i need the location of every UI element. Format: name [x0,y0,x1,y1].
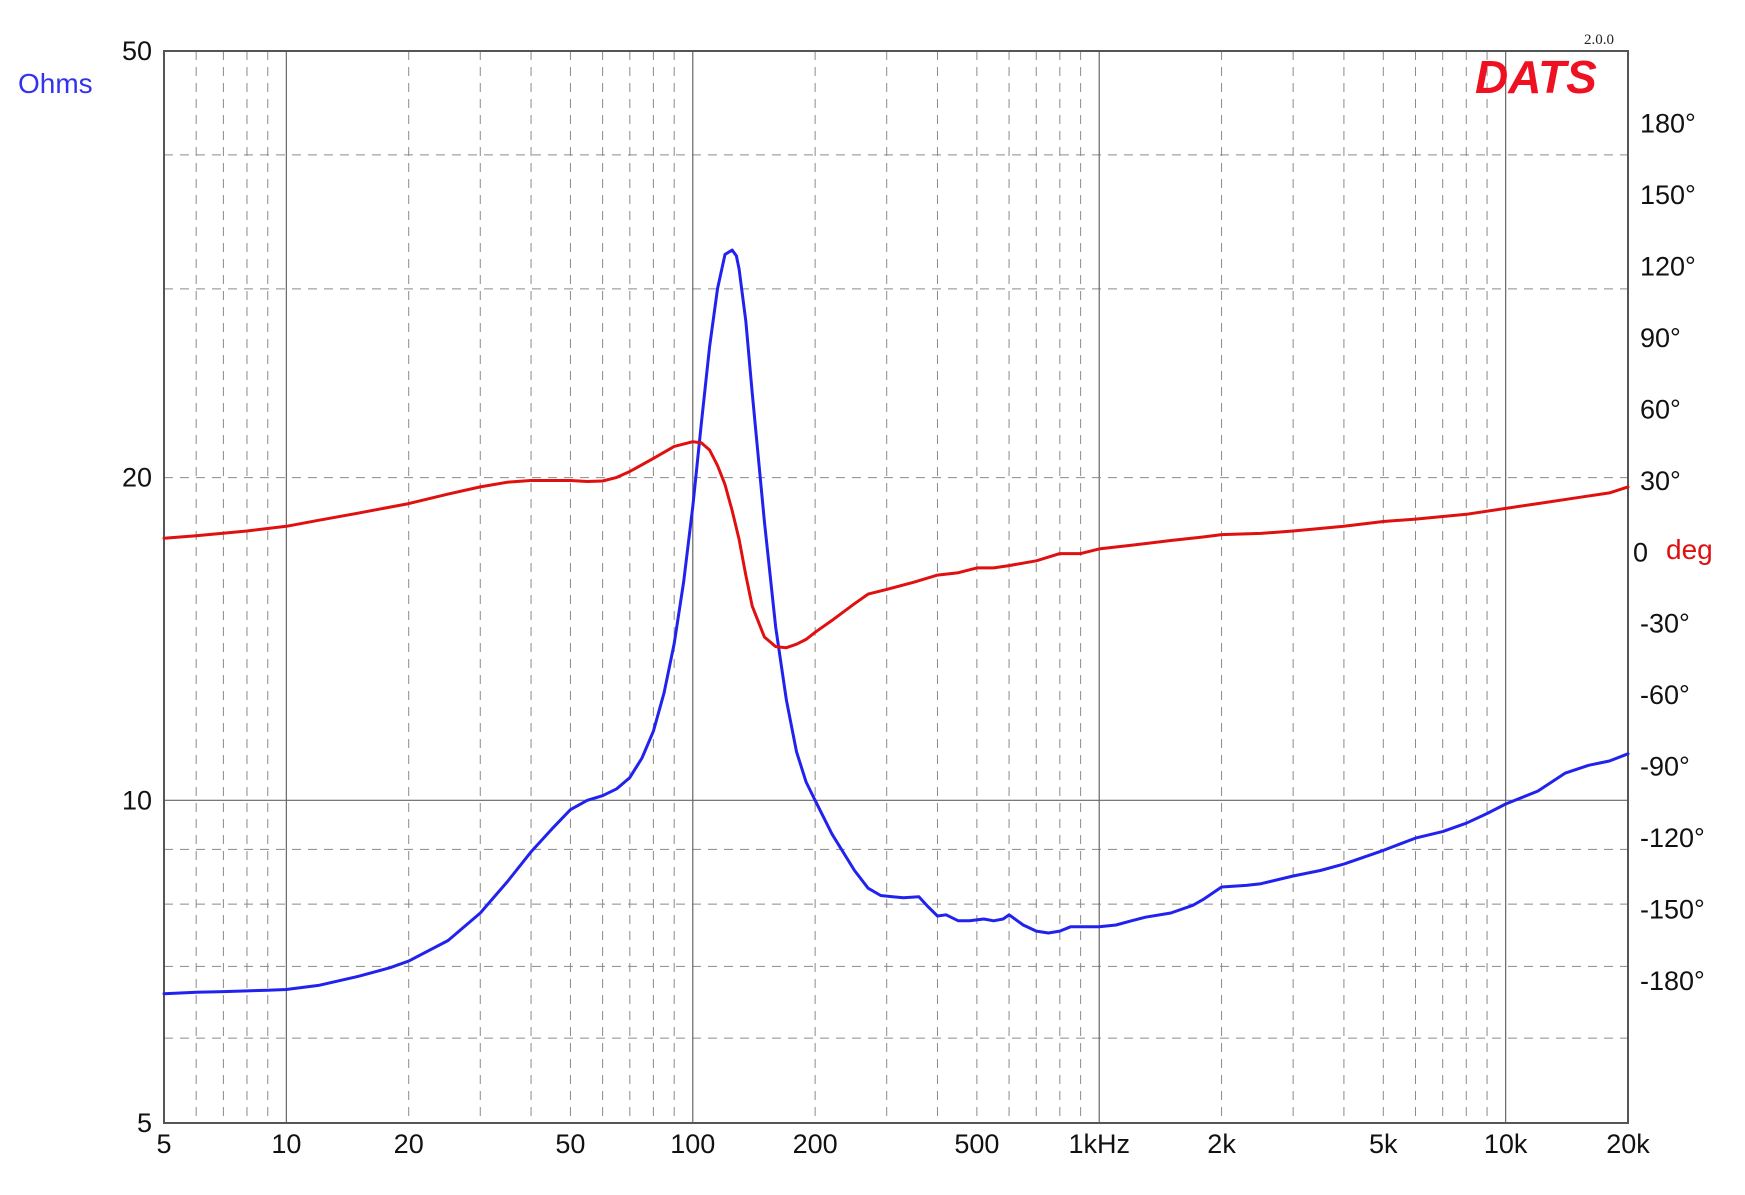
left-tick-label: 20 [122,463,152,493]
right-tick-label: 90° [1640,323,1681,353]
right-tick-label: 30° [1640,466,1681,496]
major-gridlines [164,51,1628,1123]
left-axis-tick-labels: 50 20 10 5 [122,36,152,1138]
right-axis-title: deg [1666,534,1713,565]
impedance-series-line [162,248,1630,996]
left-axis-title: Ohms [18,68,93,99]
bottom-tick-label: 500 [954,1129,999,1159]
bottom-tick-label: 1kHz [1068,1129,1130,1159]
right-tick-label: -60° [1640,680,1690,710]
dats-logo-text: DATS [1475,51,1597,103]
bottom-tick-label: 5 [156,1129,171,1159]
series-layer [162,248,1630,996]
left-tick-label: 10 [122,785,152,815]
bottom-tick-label: 50 [555,1129,585,1159]
bottom-tick-label: 10 [271,1129,301,1159]
plot-frame [163,50,1629,1124]
right-tick-label: 150° [1640,180,1696,210]
right-tick-label: -90° [1640,752,1690,782]
bottom-tick-label: 20k [1606,1129,1650,1159]
right-tick-label: -120° [1640,823,1705,853]
bottom-tick-label: 100 [670,1129,715,1159]
bottom-axis-tick-labels: 5 10 20 50 100 200 500 1kHz 2k 5k 10k 20k [156,1129,1650,1159]
right-axis-tick-labels: 180° 150° 120° 90° 60° 30° 0 -30° -60° -90° -120° -… [1633,108,1705,996]
right-tick-label: 120° [1640,251,1696,281]
minor-gridlines [164,51,1628,1123]
right-tick-label: -30° [1640,609,1690,639]
right-tick-label: 60° [1640,394,1681,424]
right-tick-label: -180° [1640,966,1705,996]
bottom-tick-label: 20 [394,1129,424,1159]
right-tick-label: -150° [1640,895,1705,925]
phase-series-line [162,440,1630,650]
left-tick-label: 50 [122,36,152,66]
bottom-tick-label: 200 [793,1129,838,1159]
right-tick-label: 0 [1633,537,1648,567]
bottom-tick-label: 5k [1369,1129,1398,1159]
right-tick-label: 180° [1640,108,1696,138]
bottom-tick-label: 10k [1484,1129,1528,1159]
software-version: 2.0.0 [1584,32,1614,48]
left-tick-label: 5 [137,1108,152,1138]
bottom-tick-label: 2k [1207,1129,1236,1159]
